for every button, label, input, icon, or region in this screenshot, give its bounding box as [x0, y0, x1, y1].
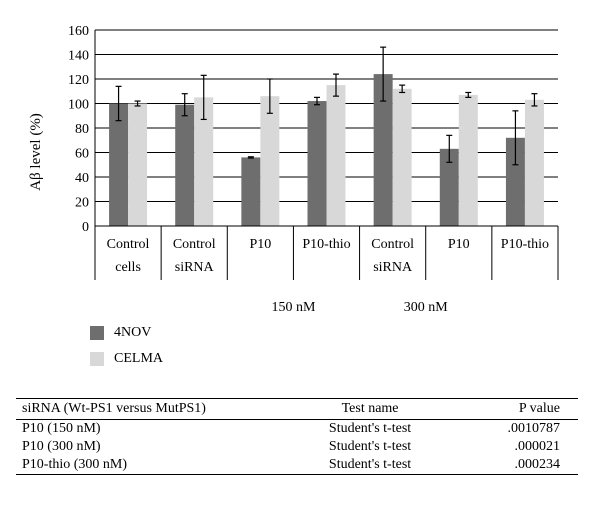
header-sirna: siRNA (Wt-PS1 versus MutPS1)	[16, 398, 275, 420]
legend-item-4nov: 4NOV	[90, 320, 163, 346]
y-tick-label: 0	[82, 220, 89, 235]
table-row: P10 (300 nM) Student's t-test .000021	[16, 438, 578, 456]
bar-4nov	[241, 157, 261, 226]
header-p-value: P value	[465, 398, 578, 420]
bar-celma	[260, 96, 280, 227]
bar-celma	[194, 97, 214, 226]
legend-label-4nov: 4NOV	[114, 325, 152, 340]
legend-swatch-celma	[90, 352, 104, 366]
table-row: P10-thio (300 nM) Student's t-test .0002…	[16, 456, 578, 475]
legend-item-celma: CELMA	[90, 346, 163, 372]
group-label: 150 nM	[271, 300, 316, 315]
x-category-label: P10-thio	[302, 237, 350, 252]
row-sirna: P10 (150 nM)	[22, 421, 101, 436]
y-tick-label: 160	[68, 24, 89, 39]
row-p-value: .0010787	[507, 421, 561, 436]
x-category-label: Control	[173, 237, 216, 252]
row-p-value: .000021	[514, 439, 561, 454]
x-category-label: Control	[371, 237, 414, 252]
x-category-label: P10-thio	[501, 237, 549, 252]
x-category-label: cells	[115, 260, 141, 275]
header-test-name: Test name	[274, 398, 466, 420]
group-label: 300 nM	[404, 300, 449, 315]
y-axis-label: Aβ level (%)	[28, 113, 44, 191]
y-tick-label: 120	[68, 73, 89, 88]
row-test-name: Student's t-test	[274, 456, 466, 475]
x-category-label: P10	[448, 237, 470, 252]
bar-4nov	[505, 137, 525, 226]
bar-celma	[326, 85, 346, 226]
row-sirna: P10 (300 nM)	[22, 439, 101, 454]
bar-celma	[128, 103, 148, 226]
stats-header-row: siRNA (Wt-PS1 versus MutPS1) Test name P…	[16, 398, 578, 420]
table-row: P10 (150 nM) Student's t-test .0010787	[16, 420, 578, 439]
row-sirna: P10-thio (300 nM)	[16, 456, 275, 475]
y-tick-label: 80	[75, 122, 89, 137]
bar-4nov	[439, 148, 459, 226]
bar-celma	[458, 94, 478, 226]
stats-table: siRNA (Wt-PS1 versus MutPS1) Test name P…	[16, 398, 578, 475]
row-test-name: Student's t-test	[328, 439, 412, 454]
legend: 4NOV CELMA	[90, 320, 163, 372]
y-tick-label: 140	[68, 49, 89, 64]
bar-chart: 0 20 40 60 80 100 120 140 160 Control cells Control…	[28, 24, 559, 315]
x-category-label: P10	[249, 237, 271, 252]
x-category-label: Control	[107, 237, 150, 252]
bars	[109, 46, 544, 227]
y-tick-label: 20	[75, 196, 89, 211]
bar-4nov	[109, 103, 129, 226]
bar-celma	[524, 99, 544, 226]
row-test-name: Student's t-test	[328, 421, 412, 436]
x-category-label: siRNA	[175, 260, 215, 275]
legend-label-celma: CELMA	[114, 351, 163, 366]
bar-4nov	[373, 74, 393, 226]
row-p-value: .000234	[465, 456, 578, 475]
bar-4nov	[175, 104, 195, 226]
y-tick-label: 40	[75, 171, 89, 186]
bar-4nov	[307, 101, 327, 226]
y-tick-label: 60	[75, 147, 89, 162]
legend-swatch-4nov	[90, 326, 104, 340]
y-tick-label: 100	[68, 98, 89, 113]
axes: 0 20 40 60 80 100 120 140 160 Control cells Control…	[68, 24, 559, 315]
x-category-label: siRNA	[373, 260, 413, 275]
bar-celma	[392, 88, 412, 226]
